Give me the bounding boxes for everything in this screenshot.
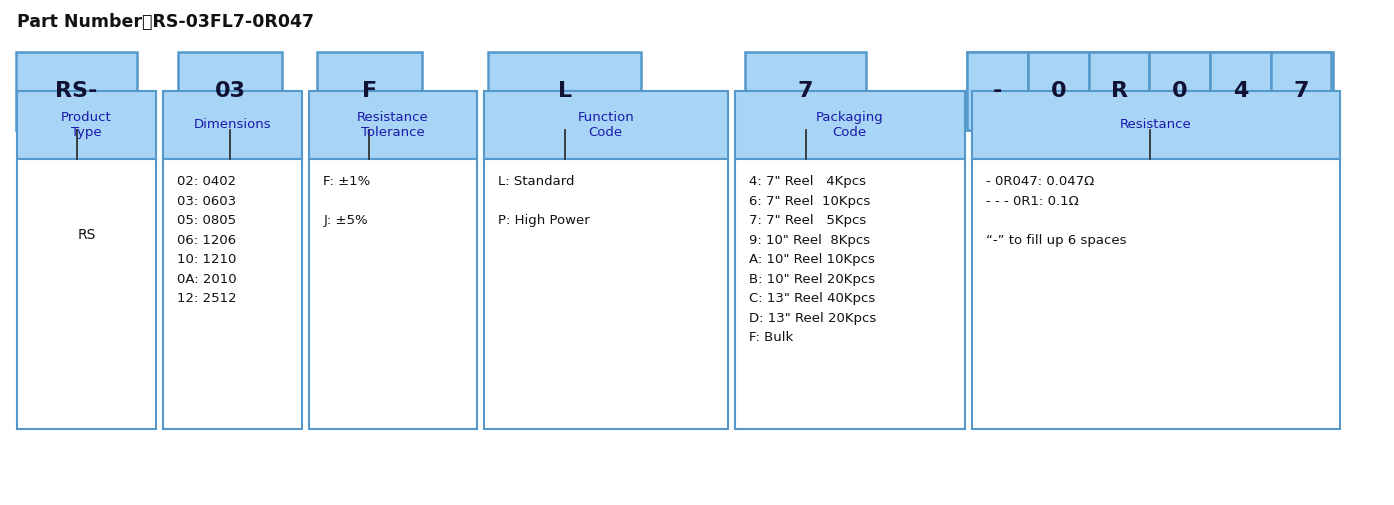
Bar (309, 159, 477, 429)
Text: Part Number：RS-03FL7-0R047: Part Number：RS-03FL7-0R047 (17, 13, 314, 31)
Text: 03: 03 (215, 81, 245, 101)
Text: Packaging
Code: Packaging Code (815, 111, 884, 139)
Text: 0: 0 (1051, 81, 1066, 101)
Text: Function
Code: Function Code (577, 111, 634, 139)
Bar (1089, 52, 1149, 130)
Text: 7: 7 (1294, 81, 1309, 101)
Bar (972, 159, 1340, 429)
Bar (744, 52, 866, 130)
Bar (735, 159, 965, 429)
Bar (17, 91, 156, 159)
Text: Product
Type: Product Type (61, 111, 112, 139)
Text: - 0R047: 0.047Ω
- - - 0R1: 0.1Ω

“-” to fill up 6 spaces: - 0R047: 0.047Ω - - - 0R1: 0.1Ω “-” to f… (986, 175, 1126, 247)
Bar (1210, 52, 1270, 130)
Text: Resistance
Tolerance: Resistance Tolerance (357, 111, 429, 139)
Bar (163, 159, 302, 429)
Text: F: ±1%

J: ±5%: F: ±1% J: ±5% (323, 175, 371, 227)
Text: L: Standard

P: High Power: L: Standard P: High Power (498, 175, 590, 227)
Bar (484, 91, 728, 159)
Bar (318, 52, 421, 130)
Text: RS-: RS- (56, 81, 98, 101)
Text: L: L (558, 81, 572, 101)
Text: 02: 0402
03: 0603
05: 0805
06: 1206
10: 1210
0A: 2010
12: 2512: 02: 0402 03: 0603 05: 0805 06: 1206 10: … (177, 175, 237, 305)
Text: -: - (993, 81, 1002, 101)
Text: 0: 0 (1172, 81, 1188, 101)
Bar (967, 52, 1027, 130)
Bar (972, 91, 1340, 159)
Bar (484, 159, 728, 429)
Text: 4: 4 (1232, 81, 1248, 101)
Text: F: F (362, 81, 376, 101)
Bar (488, 52, 641, 130)
Text: 7: 7 (797, 81, 814, 101)
Bar (17, 52, 137, 130)
Bar (17, 159, 156, 429)
Text: R: R (1111, 81, 1128, 101)
Text: Dimensions: Dimensions (194, 119, 272, 131)
Bar (735, 91, 965, 159)
Text: RS: RS (77, 228, 96, 242)
Bar (1027, 52, 1089, 130)
Bar (163, 91, 302, 159)
Bar (309, 91, 477, 159)
Text: 4: 7" Reel   4Kpcs
6: 7" Reel  10Kpcs
7: 7" Reel   5Kpcs
9: 10" Reel  8Kpcs
A: 1: 4: 7" Reel 4Kpcs 6: 7" Reel 10Kpcs 7: 7"… (749, 175, 875, 344)
Bar (1150, 52, 1210, 130)
Bar (1271, 52, 1331, 130)
Bar (967, 52, 1333, 130)
Bar (178, 52, 283, 130)
Text: Resistance: Resistance (1119, 119, 1192, 131)
